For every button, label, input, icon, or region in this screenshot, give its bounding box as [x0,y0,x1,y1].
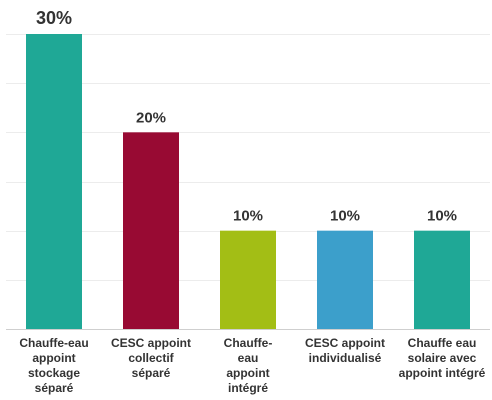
category-label-line: appoint intégré [399,366,486,380]
bar [123,132,179,329]
bar [414,230,470,329]
category-label-line: solaire avec [408,351,477,365]
category-label-line: séparé [132,366,171,380]
bar-value-label: 10% [233,208,263,225]
category-label-line: Chauffe- [224,336,273,350]
category-label-line: séparé [35,381,74,395]
category-label-line: Chauffe eau [408,336,477,350]
bar [26,34,82,329]
category-label-line: individualisé [309,351,382,365]
bar [220,230,276,329]
category-label-line: CESC appoint [111,336,191,350]
category-label-line: eau [238,351,259,365]
bar [317,230,373,329]
category-label: CESC appoint individualisé [305,336,385,365]
category-label-line: appoint [32,351,75,365]
category-label: Chauffe eau solaire avec appoint intégré [399,336,486,380]
category-label-line: stockage [28,366,80,380]
bar-value-label: 30% [36,8,72,28]
category-label-line: Chauffe-eau [19,336,88,350]
bar-value-label: 20% [136,109,166,126]
category-label: Chauffe-eau appoint stockage séparé [19,336,88,395]
category-label-line: intégré [228,381,268,395]
category-label-line: CESC appoint [305,336,385,350]
category-label-line: collectif [128,351,174,365]
category-label: Chauffe-eau appoint intégré [224,336,273,395]
bar-value-label: 10% [330,208,360,225]
category-label: CESC appoint collectif séparé [111,336,191,380]
bar-value-label: 10% [427,208,457,225]
category-label-line: appoint [226,366,269,380]
